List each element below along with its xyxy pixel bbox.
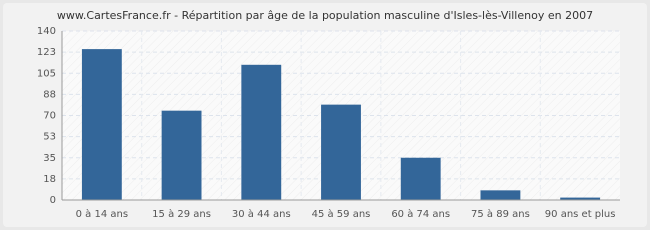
chart-title: www.CartesFrance.fr - Répartition par âg… bbox=[57, 9, 593, 22]
x-tick-label: 30 à 44 ans bbox=[232, 208, 291, 220]
bar bbox=[81, 49, 122, 200]
y-tick-label: 70 bbox=[43, 111, 56, 122]
x-tick-label: 0 à 14 ans bbox=[76, 208, 128, 220]
x-tick-label: 90 ans et plus bbox=[545, 209, 616, 220]
x-tick-label: 60 à 74 ans bbox=[391, 208, 450, 220]
x-tick-label: 75 à 89 ans bbox=[471, 208, 530, 220]
y-tick-label: 123 bbox=[37, 47, 56, 58]
y-tick-label: 140 bbox=[37, 26, 56, 37]
y-tick-label: 35 bbox=[43, 153, 56, 164]
bar bbox=[480, 190, 521, 200]
x-tick-label: 15 à 29 ans bbox=[152, 208, 211, 220]
y-tick-label: 53 bbox=[43, 132, 56, 143]
bar bbox=[560, 197, 601, 200]
chart: www.CartesFrance.fr - Répartition par âg… bbox=[0, 0, 650, 230]
y-tick-label: 18 bbox=[43, 174, 56, 185]
y-tick-label: 88 bbox=[43, 89, 56, 100]
bar bbox=[241, 64, 282, 200]
page: www.CartesFrance.fr - Répartition par âg… bbox=[0, 0, 650, 230]
x-tick-label: 45 à 59 ans bbox=[312, 208, 371, 220]
bar bbox=[321, 104, 361, 200]
y-tick-label: 105 bbox=[37, 68, 56, 79]
bar bbox=[400, 157, 441, 200]
bar bbox=[161, 110, 202, 200]
y-tick-label: 0 bbox=[50, 195, 56, 206]
